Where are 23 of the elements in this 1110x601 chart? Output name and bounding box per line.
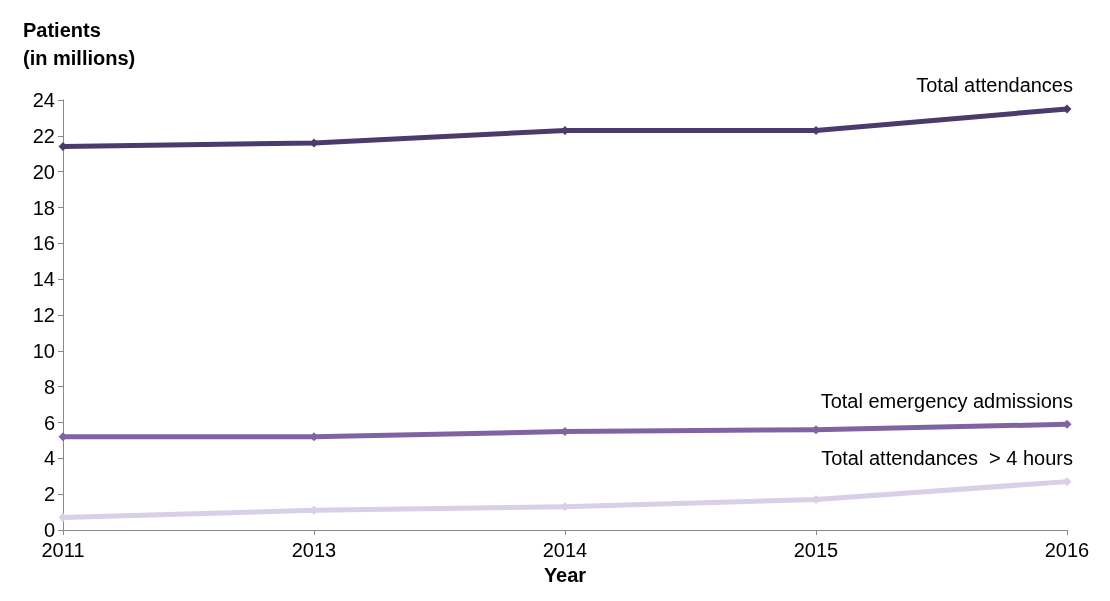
y-tick-label: 14	[32, 268, 55, 291]
y-tick-label: 0	[43, 519, 55, 541]
y-tick-label: 6	[43, 411, 55, 434]
y-axis-title: Patients (in millions)	[23, 19, 136, 69]
y-tick-label: 4	[43, 447, 55, 470]
series-label: Total emergency admissions	[820, 389, 1073, 412]
series-label: Total attendances	[916, 74, 1073, 97]
y-tick-label: 22	[32, 124, 55, 147]
y-tick-label: 20	[32, 160, 55, 183]
y-tick-label: 12	[32, 304, 55, 326]
x-tick-label: 2013	[291, 539, 337, 561]
series-label: Total attendances > 4 hours	[821, 447, 1073, 470]
y-tick-label: 24	[32, 89, 55, 111]
y-tick-label: 18	[32, 196, 55, 219]
y-tick-label: 8	[43, 375, 55, 398]
y-tick-label: 2	[43, 483, 55, 506]
x-tick-label: 2015	[793, 539, 839, 561]
x-tick-label: 2014	[542, 539, 588, 561]
x-tick-label: 2016	[1044, 539, 1090, 561]
y-tick-label: 16	[32, 232, 55, 255]
x-tick-label: 2011	[41, 539, 85, 561]
y-tick-label: 10	[32, 339, 55, 362]
x-axis-title: Year	[543, 563, 587, 586]
